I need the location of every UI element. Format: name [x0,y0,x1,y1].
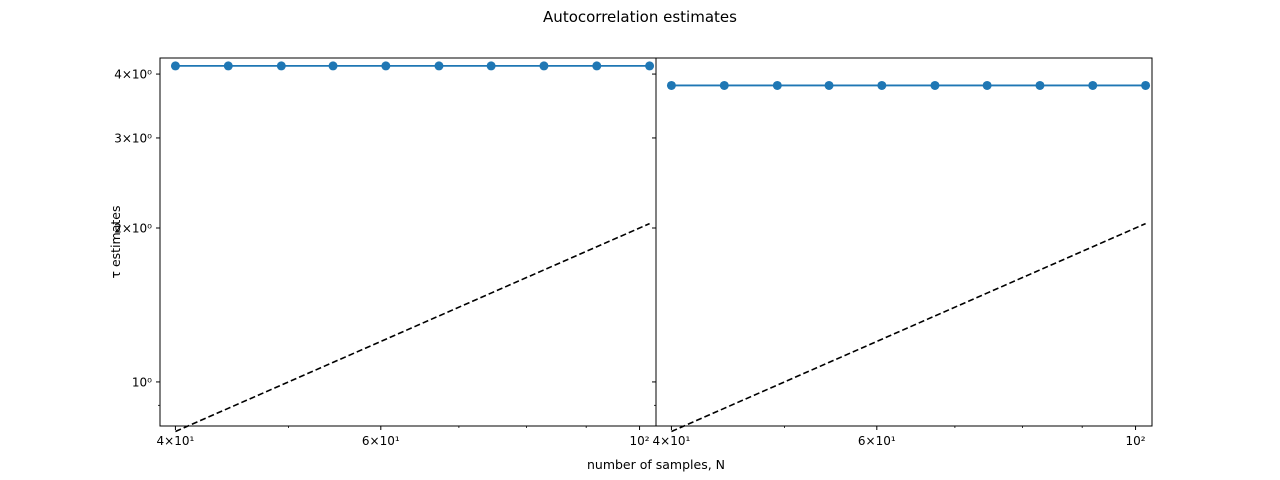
left-x-tick-label: 10² [630,434,650,448]
right-tau-data-point [982,80,992,90]
left-tau-data-point [434,61,444,71]
x-axis-label: number of samples, N [587,457,725,472]
left-tau-data-point [539,61,549,71]
right-tau-data-point [877,80,887,90]
right-tau-data-point [772,80,782,90]
left-x-tick-label: 6×10¹ [362,434,400,448]
left-tau-data-point [170,61,180,71]
right-x-tick-label: 6×10¹ [858,434,896,448]
left-tau-data-point [328,61,338,71]
left-x-tick-label: 4×10¹ [157,434,195,448]
right-tau-data-point [1035,80,1045,90]
right-tau-data-point [666,80,676,90]
right-x-tick-label: 4×10¹ [653,434,691,448]
left-tau-data-point [486,61,496,71]
left-tau-data-point [276,61,286,71]
right-tau-data-point [1088,80,1098,90]
left-tau-data-point [592,61,602,71]
right-x-tick-label: 10² [1126,434,1146,448]
left-tau-data-point [381,61,391,71]
right-tau-data-point [1141,80,1151,90]
right-reference-dashed-line [671,222,1146,433]
left-plot-panel: 4×10¹ 6×10¹ 10² 10⁰ 2×10⁰ 3×10⁰ 4×10⁰ [114,57,657,448]
left-y-tick-label: 4×10⁰ [114,68,152,82]
left-reference-dashed-line [175,222,650,433]
y-axis-label: τ estimates [108,205,123,278]
right-tau-data-point [719,80,729,90]
right-plot-panel: 4×10¹ 6×10¹ 10² [652,57,1153,448]
left-tau-data-point [645,61,655,71]
right-tau-data-point [930,80,940,90]
left-y-tick-label: 3×10⁰ [114,131,152,145]
right-tau-data-point [824,80,834,90]
left-axes-frame [159,57,657,427]
right-axes-frame [655,57,1153,427]
left-y-tick-label: 10⁰ [132,375,152,389]
chart-title: Autocorrelation estimates [543,8,737,26]
left-tau-data-point [223,61,233,71]
left-y-tick-label: 2×10⁰ [114,221,152,235]
